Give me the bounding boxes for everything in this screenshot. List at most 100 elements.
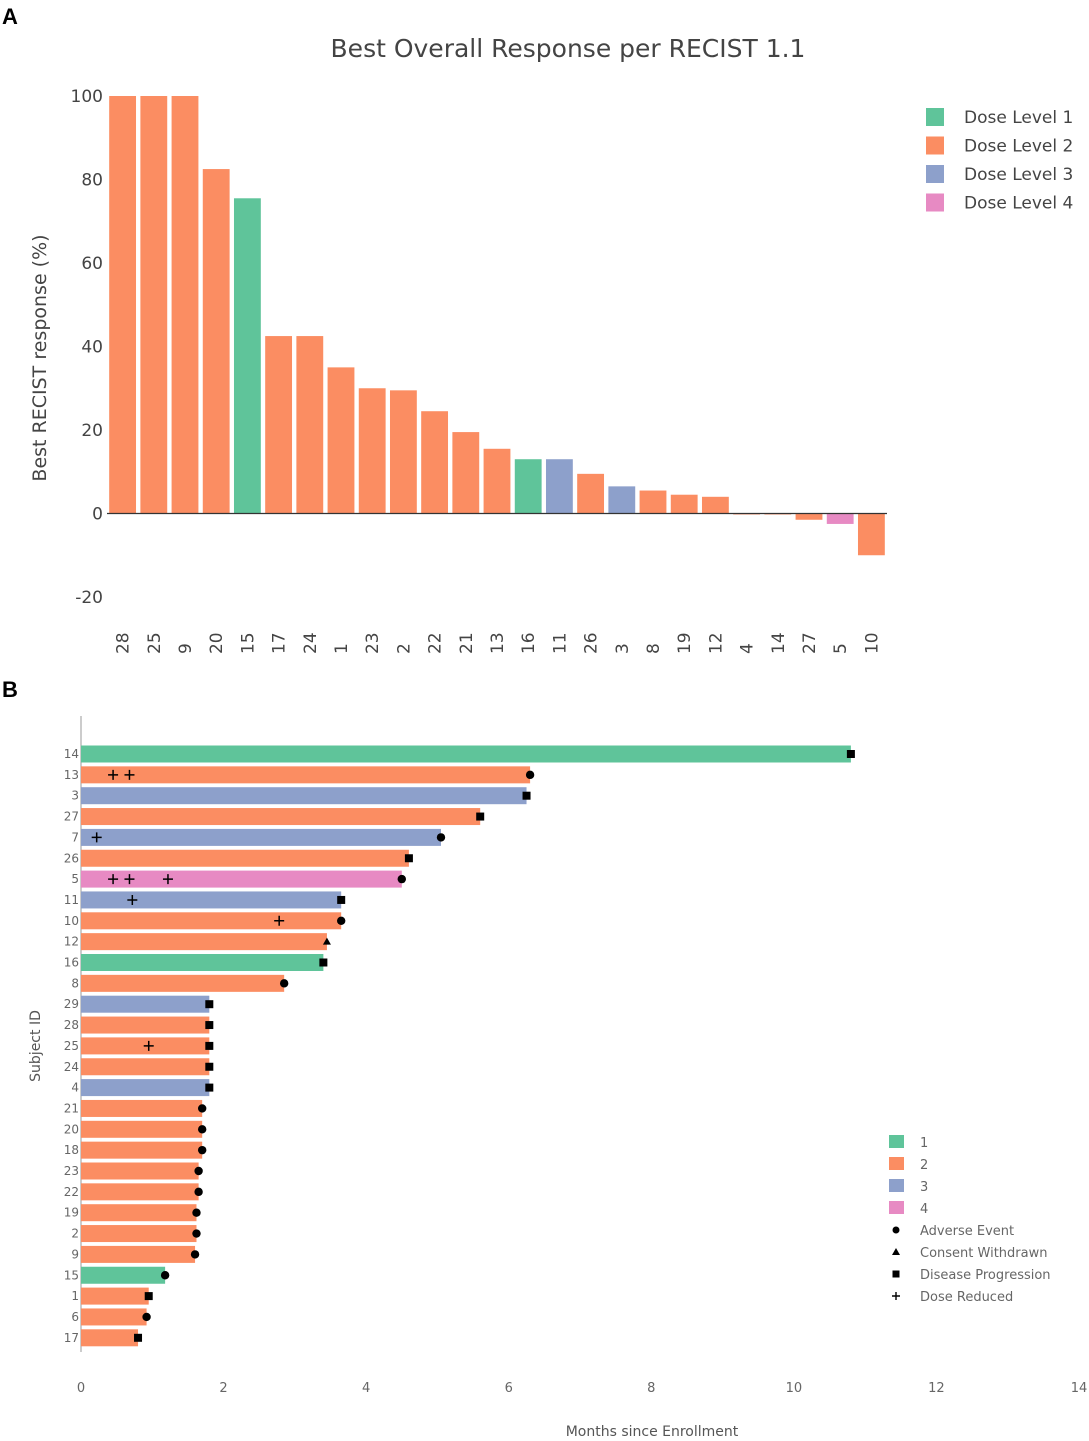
adverse-event-marker — [197, 1104, 207, 1113]
bar — [358, 388, 386, 514]
legend-entry: Dose Level 4 — [964, 194, 1073, 214]
swimmer-bar — [81, 1225, 197, 1243]
progression-marker — [846, 750, 855, 758]
bar — [826, 513, 854, 524]
subject-label: 25 — [64, 1039, 79, 1053]
dose-reduced-marker — [274, 915, 285, 926]
swimmer-bar — [81, 828, 441, 846]
chart-a-xticks: 28 25 9 20 15 17 24 1 23 2 22 21 13 16 11 26 3 8 19 12 4 14 27… — [114, 632, 883, 654]
chart-a-xtick: 14 — [769, 632, 789, 654]
chart-b-xtick: 14 — [1071, 1381, 1088, 1396]
legend-entry: 3 — [920, 1180, 928, 1195]
chart-a-title: Best Overall Response per RECIST 1.1 — [331, 34, 806, 63]
legend-swatch — [889, 1135, 904, 1148]
chart-a-xtick: 4 — [738, 643, 758, 654]
subject-label: 26 — [64, 851, 79, 865]
dose-reduced-marker — [124, 874, 135, 885]
dose-reduced-marker — [127, 894, 138, 905]
chart-b-legend: 1 2 3 4 Adverse Event Consent Withdrawn Diseas… — [889, 1135, 1051, 1305]
legend-symbol — [892, 1248, 900, 1255]
bar — [296, 336, 324, 514]
swimmer-bar — [81, 1120, 203, 1138]
legend-entry: Adverse Event — [920, 1224, 1014, 1239]
chart-a-xtick: 17 — [270, 632, 290, 654]
legend-symbol — [892, 1292, 900, 1300]
progression-marker — [205, 1021, 214, 1030]
progression-marker — [476, 812, 485, 821]
panel-b-label: B — [2, 677, 18, 702]
adverse-event-marker — [190, 1250, 200, 1259]
legend-entry: Dose Level 1 — [964, 108, 1073, 128]
bar — [233, 198, 261, 514]
chart-a-xtick: 11 — [550, 632, 570, 654]
swimmer-bar — [81, 1058, 210, 1076]
progression-marker — [205, 1041, 214, 1050]
subject-label: 20 — [64, 1122, 79, 1136]
swimmer-bar — [81, 891, 342, 909]
swimmer-bar — [81, 1245, 196, 1263]
bar — [639, 490, 667, 514]
subject-label: 7 — [71, 830, 79, 844]
subject-label: 21 — [64, 1101, 79, 1115]
subject-label: 22 — [64, 1185, 79, 1199]
adverse-event-marker — [197, 1125, 207, 1134]
chart-a-ytick: 80 — [81, 171, 103, 191]
waterfall-chart: Best Overall Response per RECIST 1.1 Bes… — [29, 34, 1073, 654]
chart-a-xtick: 13 — [488, 632, 508, 654]
bar — [327, 367, 355, 514]
legend-entry: Dose Level 2 — [964, 137, 1073, 157]
swimmer-bar — [81, 1183, 199, 1201]
legend-swatch — [926, 193, 944, 212]
legend-entry: Dose Reduced — [920, 1290, 1013, 1305]
swimmer-bar — [81, 849, 409, 867]
subject-label: 15 — [64, 1268, 79, 1282]
chart-a-xtick: 12 — [706, 632, 726, 654]
subject-label: 2 — [71, 1227, 79, 1241]
subject-label: 6 — [71, 1310, 79, 1324]
chart-a-xtick: 10 — [862, 632, 882, 654]
dose-reduced-marker — [124, 769, 135, 780]
swimmer-bar — [81, 1287, 149, 1305]
swimmer-bar — [81, 995, 210, 1013]
adverse-event-marker — [525, 770, 535, 780]
progression-marker — [205, 1062, 214, 1071]
legend-swatch — [889, 1179, 904, 1192]
swimmer-bar — [81, 1266, 166, 1284]
chart-a-xtick: 25 — [145, 632, 165, 654]
bar — [514, 459, 542, 514]
chart-b-xticks: 0 2 4 6 8 10 12 14 — [77, 1381, 1087, 1396]
chart-a-ytick: 40 — [81, 338, 103, 358]
chart-a-bars — [107, 96, 887, 556]
chart-a-xtick: 28 — [114, 632, 134, 654]
subject-label: 18 — [64, 1143, 79, 1157]
subject-label: 19 — [64, 1206, 79, 1220]
swimmer-bar — [81, 787, 527, 805]
dose-reduced-marker — [91, 832, 102, 843]
chart-a-legend: Dose Level 1 Dose Level 2 Dose Level 3 Dose… — [926, 108, 1073, 214]
chart-a-xtick: 5 — [831, 643, 851, 654]
bar — [171, 96, 199, 514]
progression-marker — [319, 958, 328, 967]
swimmer-bar — [81, 1079, 210, 1097]
chart-a-ylabel: Best RECIST response (%) — [29, 234, 51, 481]
swimmer-bar — [81, 1204, 197, 1222]
adverse-event-marker — [160, 1271, 170, 1280]
chart-b-xtick: 4 — [362, 1381, 370, 1396]
subject-label: 8 — [71, 976, 79, 990]
legend-entry: Disease Progression — [920, 1268, 1051, 1283]
legend-entry: Dose Level 3 — [964, 165, 1073, 185]
legend-swatch — [889, 1201, 904, 1214]
swimmer-bar — [81, 1308, 147, 1326]
bar — [608, 486, 636, 514]
bar — [670, 494, 698, 514]
dose-reduced-marker — [108, 874, 119, 885]
adverse-event-marker — [279, 979, 289, 988]
bar — [857, 513, 885, 556]
bar — [701, 496, 729, 514]
chart-b-xtick: 2 — [219, 1381, 227, 1396]
subject-label: 11 — [64, 893, 79, 907]
swimmer-chart: Subject ID Months since Enrollment 14133… — [28, 716, 1087, 1440]
subject-label: 28 — [64, 1018, 79, 1032]
adverse-event-marker — [397, 874, 406, 884]
